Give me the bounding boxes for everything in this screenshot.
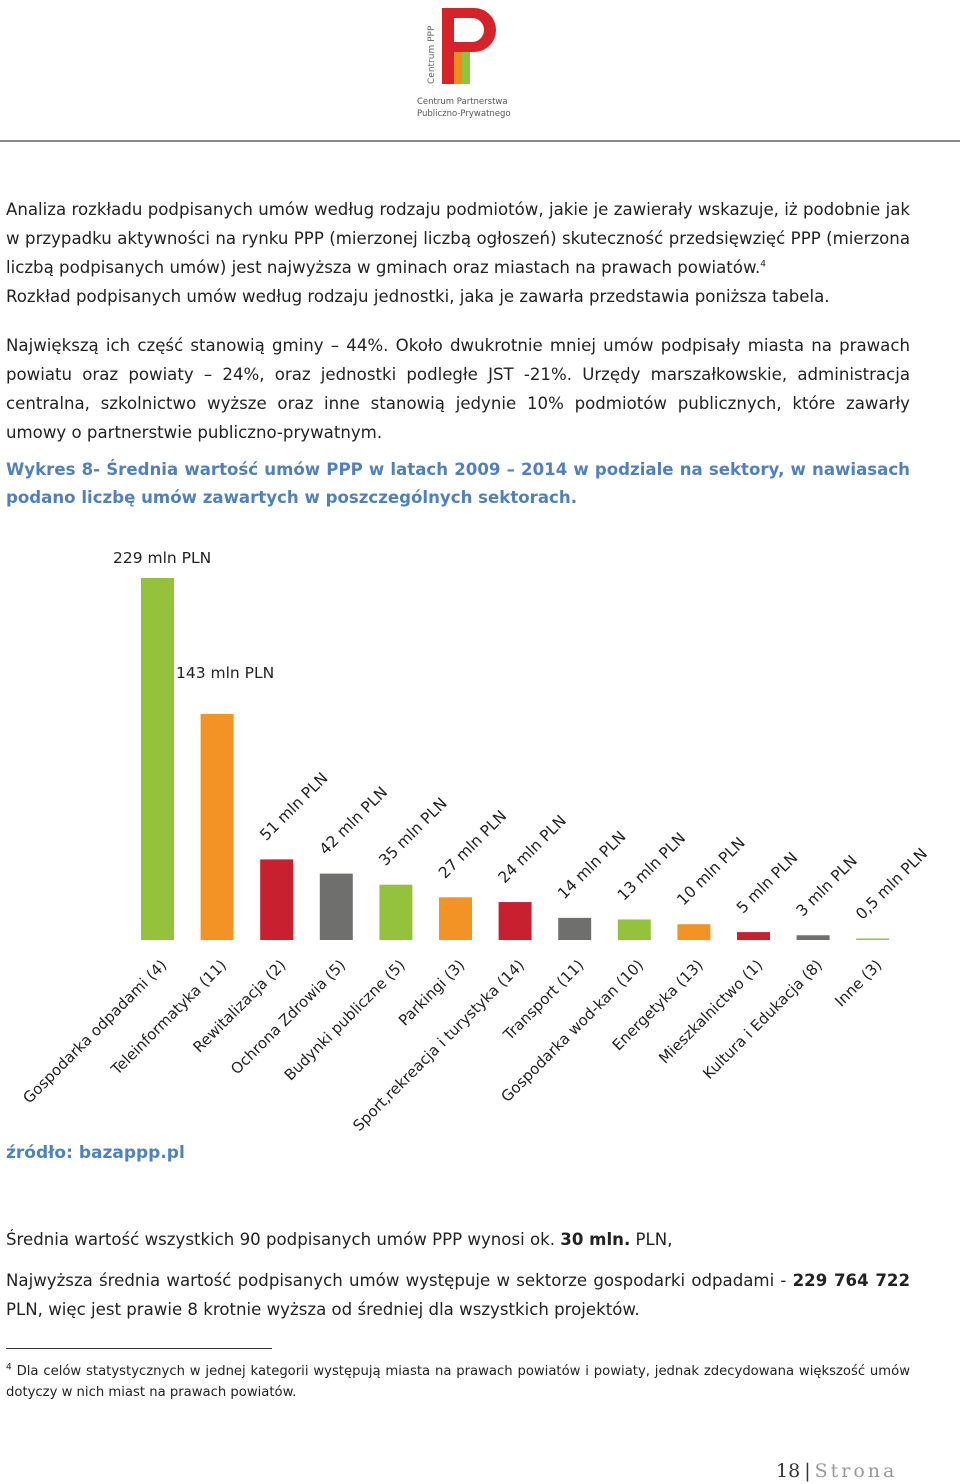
bar-value-label-0: 229 mln PLN bbox=[113, 549, 211, 567]
bar-10 bbox=[737, 932, 770, 940]
logo-line2: Publiczno-Prywatnego bbox=[417, 109, 511, 119]
bar-value-label-1: 143 mln PLN bbox=[176, 664, 274, 682]
bar-value-label-2: 51 mln PLN bbox=[256, 769, 331, 844]
category-label-3: Ochrona Zdrowia (5) bbox=[227, 956, 349, 1078]
bar-value-label-10: 5 mln PLN bbox=[733, 849, 801, 917]
category-label-1: Teleinformatyka (11) bbox=[107, 956, 230, 1079]
distribution-paragraph: Największą ich część stanowią gminy – 44… bbox=[6, 336, 910, 442]
footnote-ref: 4 bbox=[760, 259, 767, 270]
footnote-rule bbox=[6, 1348, 272, 1349]
bar-3 bbox=[319, 873, 353, 940]
category-label-11: Kultura i Edukacja (8) bbox=[699, 956, 826, 1083]
bar-5 bbox=[439, 897, 472, 940]
page-number: 18 | Strona bbox=[776, 1460, 898, 1482]
bar-8 bbox=[617, 919, 651, 940]
bar-1 bbox=[200, 713, 234, 940]
category-label-10: Mieszkalnictwo (1) bbox=[655, 956, 766, 1067]
logo-line1: Centrum Partnerstwa bbox=[417, 97, 508, 107]
bar-value-label-3: 42 mln PLN bbox=[316, 783, 391, 858]
bar-12 bbox=[856, 938, 890, 940]
bar-11 bbox=[796, 935, 830, 940]
centrum-ppp-logo: Centrum PPP Centrum Partnerstwa Publiczn… bbox=[412, 4, 512, 122]
highest-paragraph: Najwyższa średnia wartość podpisanych um… bbox=[6, 1271, 911, 1319]
chart-source: źródło: bazappp.pl bbox=[6, 1143, 185, 1163]
bar-9 bbox=[677, 924, 711, 940]
footnote: 4 Dla celów statystycznych w jednej kate… bbox=[6, 1362, 910, 1400]
bar-value-label-12: 0,5 mln PLN bbox=[852, 845, 931, 924]
logo-vertical-text: Centrum PPP bbox=[427, 25, 437, 84]
bar-2 bbox=[260, 859, 294, 940]
bar-7 bbox=[558, 917, 592, 940]
intro-paragraph: Analiza rozkładu podpisanych umów według… bbox=[6, 200, 910, 306]
chart-caption: Wykres 8- Średnia wartość umów PPP w lat… bbox=[6, 460, 910, 507]
header-divider bbox=[0, 140, 960, 142]
bar-value-label-4: 35 mln PLN bbox=[376, 794, 451, 869]
average-paragraph: Średnia wartość wszystkich 90 podpisanyc… bbox=[6, 1230, 673, 1249]
category-label-4: Budynki publiczne (5) bbox=[281, 956, 409, 1084]
bar-4 bbox=[379, 884, 413, 940]
bar-value-label-11: 3 mln PLN bbox=[793, 852, 861, 920]
bar-6 bbox=[498, 902, 532, 940]
bar-0 bbox=[141, 578, 174, 940]
category-label-12: Inne (3) bbox=[831, 956, 885, 1010]
